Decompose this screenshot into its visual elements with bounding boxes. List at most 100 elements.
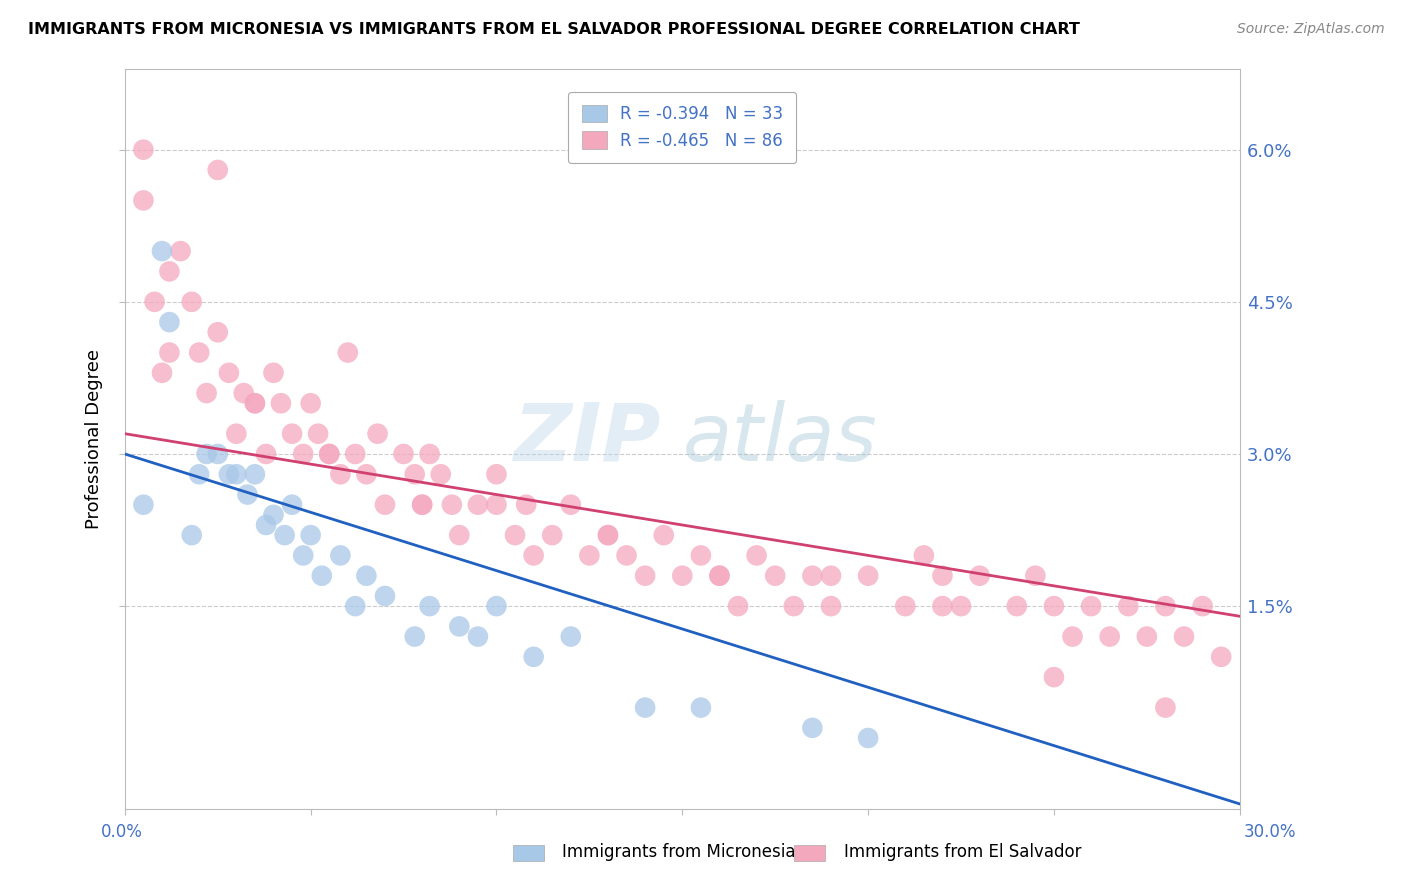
Point xyxy=(329,467,352,482)
Point xyxy=(1173,630,1195,644)
Point xyxy=(132,194,155,208)
Point xyxy=(263,366,285,380)
Point xyxy=(311,568,333,582)
Point xyxy=(1024,568,1046,582)
Point xyxy=(356,568,378,582)
Point xyxy=(578,549,600,563)
Point xyxy=(969,568,991,582)
Point xyxy=(560,630,582,644)
Point xyxy=(467,630,489,644)
Point xyxy=(440,498,463,512)
Point xyxy=(912,549,935,563)
Point xyxy=(232,386,254,401)
Text: Immigrants from El Salvador: Immigrants from El Salvador xyxy=(844,843,1081,861)
Text: ZIP: ZIP xyxy=(513,400,659,478)
Point xyxy=(367,426,389,441)
Point xyxy=(820,599,842,614)
Point xyxy=(225,467,247,482)
Text: atlas: atlas xyxy=(682,400,877,478)
Point xyxy=(273,528,295,542)
Point xyxy=(159,315,181,329)
Point xyxy=(207,447,229,461)
Point xyxy=(254,518,277,533)
Text: 30.0%: 30.0% xyxy=(1244,823,1296,841)
Point xyxy=(449,528,471,542)
Point xyxy=(1062,630,1084,644)
Point xyxy=(783,599,806,614)
Point xyxy=(1043,670,1066,684)
Point xyxy=(404,467,426,482)
Point xyxy=(689,700,711,714)
Point xyxy=(671,568,693,582)
Point xyxy=(169,244,191,259)
Point xyxy=(281,426,304,441)
Point xyxy=(894,599,917,614)
Point xyxy=(180,528,202,542)
Point xyxy=(195,447,218,461)
Text: IMMIGRANTS FROM MICRONESIA VS IMMIGRANTS FROM EL SALVADOR PROFESSIONAL DEGREE CO: IMMIGRANTS FROM MICRONESIA VS IMMIGRANTS… xyxy=(28,22,1080,37)
Point xyxy=(1211,649,1233,664)
Point xyxy=(1154,599,1177,614)
Point xyxy=(243,396,266,410)
Point xyxy=(856,731,879,745)
Point xyxy=(180,294,202,309)
Text: 0.0%: 0.0% xyxy=(101,823,143,841)
Point xyxy=(1098,630,1121,644)
Point xyxy=(763,568,786,582)
Point xyxy=(419,447,441,461)
Point xyxy=(374,589,396,603)
Point xyxy=(307,426,329,441)
Point xyxy=(1080,599,1102,614)
Point xyxy=(1043,599,1066,614)
Point xyxy=(236,487,259,501)
Point xyxy=(515,498,537,512)
Point xyxy=(207,163,229,178)
Point xyxy=(596,528,619,542)
Point xyxy=(292,549,315,563)
Point xyxy=(150,366,173,380)
Point xyxy=(429,467,451,482)
Point xyxy=(1191,599,1213,614)
Point xyxy=(188,345,211,359)
Point xyxy=(485,599,508,614)
Point xyxy=(281,498,304,512)
Point xyxy=(299,396,322,410)
Point xyxy=(404,630,426,644)
Point xyxy=(419,599,441,614)
Point xyxy=(745,549,768,563)
Point xyxy=(159,345,181,359)
Legend: R = -0.394   N = 33, R = -0.465   N = 86: R = -0.394 N = 33, R = -0.465 N = 86 xyxy=(568,92,796,163)
Point xyxy=(856,568,879,582)
Text: Source: ZipAtlas.com: Source: ZipAtlas.com xyxy=(1237,22,1385,37)
Point xyxy=(243,467,266,482)
Point xyxy=(374,498,396,512)
Point xyxy=(243,396,266,410)
Point xyxy=(356,467,378,482)
Point xyxy=(411,498,433,512)
Point xyxy=(503,528,526,542)
Point xyxy=(727,599,749,614)
Point xyxy=(336,345,359,359)
Point xyxy=(392,447,415,461)
Point xyxy=(523,649,546,664)
Point xyxy=(225,426,247,441)
Text: Immigrants from Micronesia: Immigrants from Micronesia xyxy=(562,843,796,861)
Point xyxy=(318,447,340,461)
Point xyxy=(344,447,367,461)
Point xyxy=(801,721,824,735)
Point xyxy=(634,700,657,714)
Point xyxy=(132,498,155,512)
Point xyxy=(159,264,181,278)
Point xyxy=(292,447,315,461)
Point xyxy=(467,498,489,512)
Point xyxy=(329,549,352,563)
Point xyxy=(634,568,657,582)
Point xyxy=(523,549,546,563)
Point xyxy=(449,619,471,633)
Point xyxy=(596,528,619,542)
Point xyxy=(560,498,582,512)
Point xyxy=(1154,700,1177,714)
Point xyxy=(820,568,842,582)
Point xyxy=(1136,630,1159,644)
Point xyxy=(318,447,340,461)
